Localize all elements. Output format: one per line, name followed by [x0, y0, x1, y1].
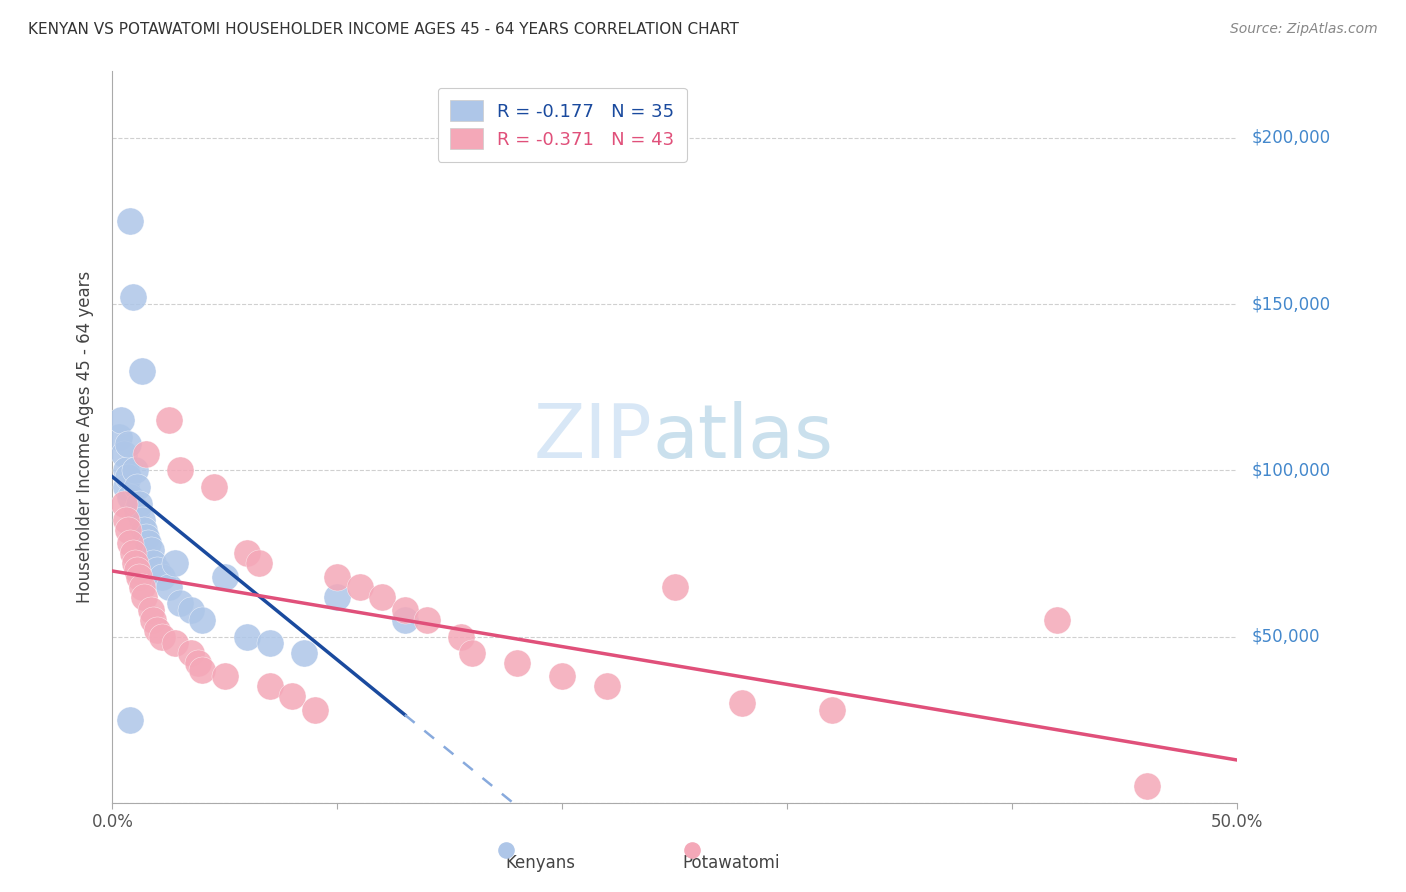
Point	[236, 630, 259, 644]
Point	[150, 630, 173, 644]
Point	[120, 214, 142, 228]
Text: ZIP: ZIP	[534, 401, 652, 474]
Point	[1136, 779, 1159, 793]
Point	[124, 463, 146, 477]
Point	[124, 557, 146, 571]
Point	[551, 669, 574, 683]
Point	[142, 557, 165, 571]
Point	[139, 603, 162, 617]
Point	[191, 613, 214, 627]
Point	[259, 636, 281, 650]
Point	[596, 680, 619, 694]
Point	[165, 557, 187, 571]
Point	[112, 497, 135, 511]
Text: $100,000: $100,000	[1251, 461, 1330, 479]
Point	[117, 436, 139, 450]
Point	[394, 613, 416, 627]
Point	[131, 363, 153, 377]
Point	[349, 580, 371, 594]
Point	[132, 590, 155, 604]
Text: $200,000: $200,000	[1251, 128, 1330, 147]
Text: KENYAN VS POTAWATOMI HOUSEHOLDER INCOME AGES 45 - 64 YEARS CORRELATION CHART: KENYAN VS POTAWATOMI HOUSEHOLDER INCOME …	[28, 22, 740, 37]
Point	[128, 497, 150, 511]
Point	[139, 543, 162, 558]
Point	[150, 570, 173, 584]
Point	[214, 669, 236, 683]
Point	[292, 646, 315, 660]
Point	[112, 447, 135, 461]
Point	[108, 430, 131, 444]
Y-axis label: Householder Income Ages 45 - 64 years: Householder Income Ages 45 - 64 years	[76, 271, 94, 603]
Point	[157, 413, 180, 427]
Point	[138, 536, 160, 550]
Point	[259, 680, 281, 694]
Point	[731, 696, 754, 710]
Point	[416, 613, 439, 627]
Point	[120, 536, 142, 550]
Point	[1046, 613, 1069, 627]
Point	[115, 463, 138, 477]
Text: Source: ZipAtlas.com: Source: ZipAtlas.com	[1230, 22, 1378, 37]
Point	[120, 490, 142, 504]
Text: Kenyans: Kenyans	[505, 854, 575, 872]
Point	[135, 447, 157, 461]
Point	[394, 603, 416, 617]
Point	[326, 570, 349, 584]
Point	[371, 590, 394, 604]
Point	[128, 570, 150, 584]
Point	[191, 663, 214, 677]
Point	[146, 623, 169, 637]
Point	[132, 523, 155, 537]
Point	[117, 523, 139, 537]
Point	[127, 503, 149, 517]
Point	[281, 690, 304, 704]
Point	[142, 613, 165, 627]
Point	[131, 580, 153, 594]
Point	[110, 413, 132, 427]
Point	[120, 713, 142, 727]
Point	[165, 636, 187, 650]
Point	[180, 646, 202, 660]
Point	[121, 546, 143, 560]
Point	[115, 513, 138, 527]
Point	[247, 557, 270, 571]
Point	[1260, 796, 1282, 810]
Point	[157, 580, 180, 594]
Point	[304, 703, 326, 717]
Point	[169, 596, 191, 610]
Point	[131, 513, 153, 527]
Point	[202, 480, 225, 494]
Point	[450, 630, 472, 644]
Point	[115, 480, 138, 494]
Point	[127, 563, 149, 577]
Point	[236, 546, 259, 560]
Point	[506, 656, 529, 670]
Point	[146, 563, 169, 577]
Text: Potawatomi: Potawatomi	[682, 854, 780, 872]
Point	[117, 470, 139, 484]
Point	[461, 646, 484, 660]
Point	[187, 656, 209, 670]
Legend: R = -0.177   N = 35, R = -0.371   N = 43: R = -0.177 N = 35, R = -0.371 N = 43	[437, 87, 688, 162]
Point	[889, 796, 911, 810]
Point	[664, 580, 686, 594]
Point	[180, 603, 202, 617]
Point	[121, 290, 143, 304]
Text: atlas: atlas	[652, 401, 834, 474]
Point	[821, 703, 844, 717]
Point	[169, 463, 191, 477]
Point	[214, 570, 236, 584]
Point	[326, 590, 349, 604]
Point	[135, 530, 157, 544]
Point	[127, 480, 149, 494]
Text: $50,000: $50,000	[1251, 628, 1320, 646]
Text: $150,000: $150,000	[1251, 295, 1330, 313]
